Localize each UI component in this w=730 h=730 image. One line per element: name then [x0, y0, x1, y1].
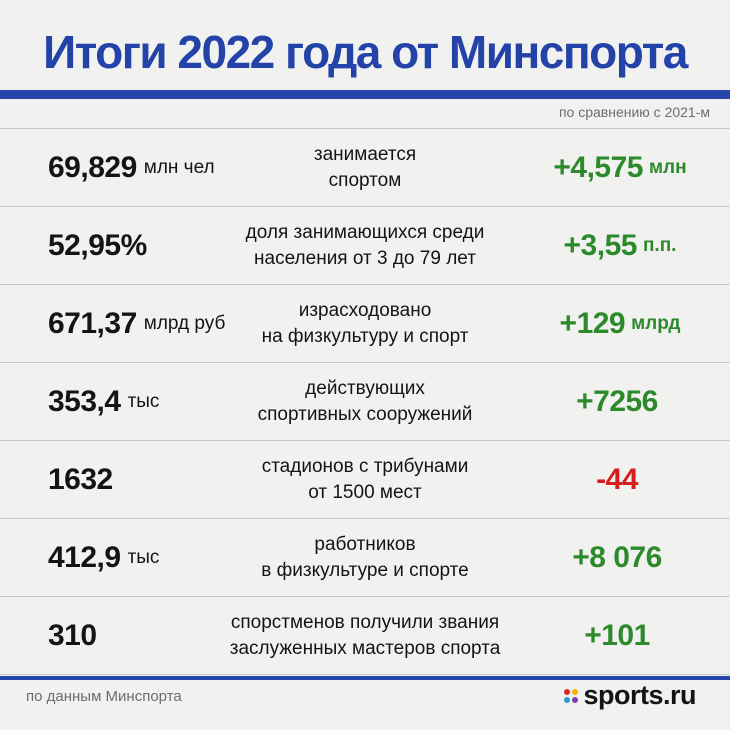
stat-change-value: +101 [584, 618, 650, 652]
title-divider [0, 90, 730, 99]
stat-change-value: +7256 [576, 384, 658, 418]
stat-description-line: спортивных сооружений [257, 403, 473, 425]
stat-value: 671,37 [48, 306, 137, 340]
stat-description: занимается спортом [215, 129, 515, 206]
comparison-note: по сравнению с 2021-м [558, 104, 710, 120]
stat-value: 52,95% [48, 228, 147, 262]
logo-dot [572, 688, 579, 695]
stat-change-unit: млн [648, 156, 687, 178]
stats-table: 69,829 млн чел занимается спортом +4,575 мл… [0, 128, 730, 675]
stat-value: 412,9 [48, 540, 121, 574]
stat-row: 69,829 млн чел занимается спортом +4,575 мл… [0, 128, 730, 206]
stat-unit: млн чел [143, 156, 215, 178]
stat-description-line: работников [314, 533, 416, 555]
stat-change-value: -44 [596, 462, 638, 496]
stat-unit: млрд руб [143, 312, 226, 334]
stat-description-line: спортом [328, 169, 402, 191]
stat-description-line: занимается [313, 143, 417, 165]
stat-description: израсходовано на физкультуру и спорт [215, 285, 515, 362]
logo-text: sports.ru [583, 680, 696, 710]
logo-dot [564, 696, 571, 703]
stat-description: действующих спортивных сооружений [215, 363, 515, 440]
stat-change: -44 [520, 441, 720, 518]
footer-divider [0, 676, 730, 680]
stat-row: 412,9 тыс работников в физкультуре и спорт… [0, 518, 730, 596]
stat-row: 1632 стадионов с трибунами от 1500 мест -… [0, 440, 730, 518]
stat-description: доля занимающихся среди населения от 3 до… [215, 207, 515, 284]
stat-description-line: населения от 3 до 79 лет [254, 247, 476, 269]
source-note: по данным Минспорта [26, 688, 182, 705]
stat-change-unit: п.п. [642, 234, 677, 256]
logo-dot [572, 696, 579, 703]
stat-value: 1632 [48, 462, 113, 496]
page-title: Итоги 2022 года от Минспорта [43, 26, 688, 78]
stat-change-value: +3,55 [563, 228, 638, 262]
logo-dots-icon [564, 688, 579, 703]
stat-row: 671,37 млрд руб израсходовано на физкульту… [0, 284, 730, 362]
stat-unit: тыс [127, 390, 160, 412]
stat-value: 353,4 [48, 384, 121, 418]
stat-change: +129 млрд [520, 285, 720, 362]
stat-change-unit: млрд [631, 312, 681, 334]
stat-value: 310 [48, 618, 97, 652]
stat-description-line: заслуженных мастеров спорта [229, 637, 501, 659]
stat-description: спорстменов получили звания заслуженных м… [215, 597, 515, 674]
sports-ru-logo: sports.ru [564, 680, 696, 711]
stat-description-line: на физкультуру и спорт [261, 325, 469, 347]
stat-change-value: +129 [559, 306, 626, 340]
stat-description-line: доля занимающихся среди [245, 221, 485, 243]
stat-value: 69,829 [48, 150, 137, 184]
stat-change: +4,575 млн [520, 129, 720, 206]
stat-description-line: действующих [305, 377, 425, 399]
stat-description-line: в физкультуре и спорте [261, 559, 469, 581]
stat-description-line: от 1500 мест [308, 481, 422, 503]
stat-row: 353,4 тыс действующих спортивных сооружени… [0, 362, 730, 440]
stat-change-value: +8 076 [572, 540, 662, 574]
stat-row: 310 спорстменов получили звания заслуженн… [0, 596, 730, 675]
stat-change: +7256 [520, 363, 720, 440]
stat-change-value: +4,575 [553, 150, 643, 184]
stat-description-line: израсходовано [298, 299, 432, 321]
stat-description: работников в физкультуре и спорте [215, 519, 515, 596]
stat-description: стадионов с трибунами от 1500 мест [215, 441, 515, 518]
stat-change: +101 [520, 597, 720, 674]
logo-dot [564, 688, 571, 695]
stat-description-line: стадионов с трибунами [261, 455, 469, 477]
stat-change: +8 076 [520, 519, 720, 596]
stat-row: 52,95% доля занимающихся среди населения … [0, 206, 730, 284]
stat-change: +3,55 п.п. [520, 207, 720, 284]
stat-description-line: спорстменов получили звания [230, 611, 500, 633]
stat-unit: тыс [127, 546, 160, 568]
